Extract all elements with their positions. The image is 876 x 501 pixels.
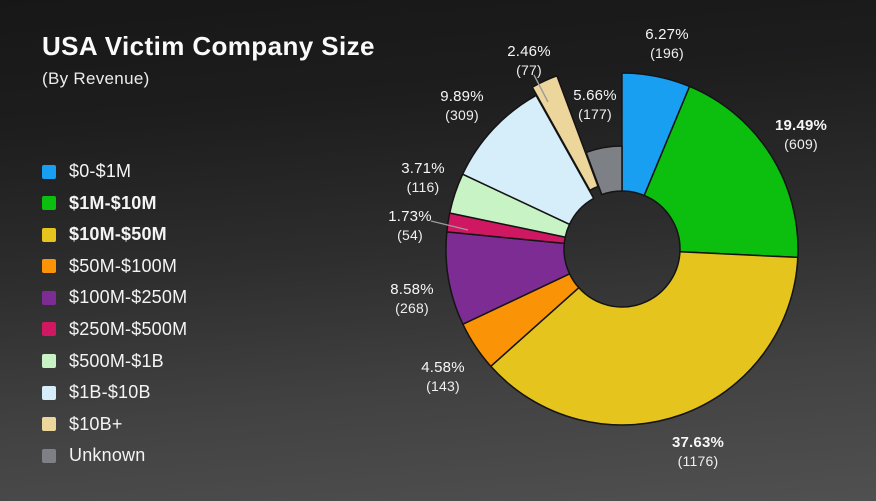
legend-swatch	[42, 385, 56, 400]
legend-item-4: $100M-$250M	[42, 287, 188, 308]
legend-item-8: $10B+	[42, 413, 187, 434]
legend-label: $100M-$250M	[69, 287, 188, 308]
legend-swatch	[42, 417, 56, 432]
legend-item-3: $50M-$100M	[42, 255, 187, 276]
legend-item-6: $500M-$1B	[42, 350, 187, 371]
legend-label: $500M-$1B	[69, 350, 164, 371]
pie-slice-7	[461, 94, 595, 226]
legend-label: $1M-$10M	[69, 192, 157, 213]
legend-item-5: $250M-$500M	[42, 318, 188, 339]
legend-swatch	[42, 448, 56, 463]
pie-slice-1	[643, 85, 799, 259]
chart-title: USA Victim Company Size	[42, 31, 375, 61]
legend-swatch	[42, 290, 56, 305]
legend-item-7: $1B-$10B	[42, 382, 187, 403]
chart-legend: $0-$1M $1M-$10M $10M-$50M $50M-$100M $100M-$…	[42, 161, 188, 466]
pie-slice-2	[490, 251, 799, 426]
legend-swatch	[42, 259, 56, 274]
chart-header: USA Victim Company Size (By Revenue)	[42, 31, 375, 89]
legend-item-1: $1M-$10M	[42, 192, 187, 213]
legend-item-0: $0-$1M	[42, 161, 187, 181]
legend-label: $0-$1M	[69, 161, 132, 181]
leader-line-8	[533, 74, 549, 103]
legend-label: $10B+	[69, 413, 123, 434]
legend-swatch	[42, 322, 56, 337]
legend-swatch	[42, 196, 56, 211]
legend-label: $1B-$10B	[69, 382, 151, 403]
chart-subtitle: (By Revenue)	[42, 69, 150, 88]
pie-slice-9	[585, 145, 623, 196]
legend-swatch	[42, 164, 56, 179]
legend-label: $50M-$100M	[69, 255, 178, 276]
legend-swatch	[42, 227, 56, 242]
legend-item-9: Unknown	[42, 445, 187, 466]
legend-label: Unknown	[69, 445, 146, 466]
leader-line-5	[430, 220, 469, 231]
legend-label: $10M-$50M	[69, 224, 167, 245]
legend-item-2: $10M-$50M	[42, 224, 187, 245]
legend-label: $250M-$500M	[69, 318, 188, 339]
legend-swatch	[42, 354, 56, 369]
